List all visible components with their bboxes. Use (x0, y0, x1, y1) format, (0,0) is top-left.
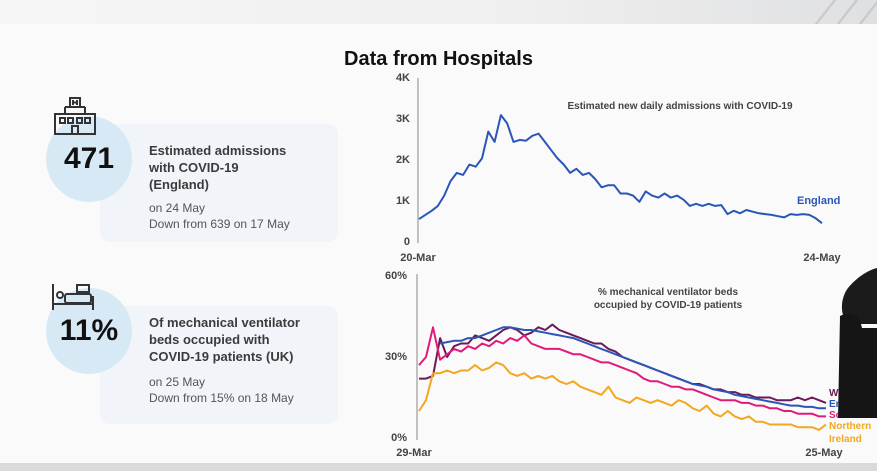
stat-desc-line: (England) (149, 177, 209, 192)
chart-title-line: % mechanical ventilator beds (598, 287, 738, 298)
stat-desc-line: with COVID-19 (149, 160, 239, 175)
stat-desc-line: Estimated admissions (149, 143, 287, 158)
series-line-england (418, 114, 823, 224)
y-tick-label: 60% (385, 270, 407, 282)
stat-desc-line: Of mechanical ventilator (149, 315, 300, 330)
series-line-northern-ireland (418, 361, 827, 431)
slide-title: Data from Hospitals (344, 48, 533, 70)
chart-title: Estimated new daily admissions with COVI… (567, 101, 792, 112)
y-tick-label: 0% (391, 432, 407, 444)
series-label-northern-ireland: Northern (829, 421, 871, 432)
stat-sub-line: Down from 15% on 18 May (149, 391, 294, 405)
y-tick-label: 0 (404, 236, 410, 248)
x-tick-label: 29-Mar (396, 447, 432, 459)
stat-value-ventilator: 11% (59, 314, 119, 347)
slide-header-band (0, 0, 877, 24)
stat-desc-line: COVID-19 patients (UK) (149, 349, 294, 364)
y-tick-label: 1K (396, 195, 410, 207)
stat-circle (46, 116, 132, 202)
x-tick-label: 24-May (803, 252, 841, 264)
y-tick-label: 4K (396, 72, 410, 84)
stat-desc-ventilator: Of mechanical ventilator beds occupied w… (149, 314, 329, 365)
series-line-scotland (418, 326, 826, 418)
chart-title-line: occupied by COVID-19 patients (594, 300, 743, 311)
x-tick-label: 25-May (805, 447, 843, 459)
presenter-silhouette (838, 268, 877, 418)
stat-desc-line: beds occupied with (149, 332, 270, 347)
stat-sub-line: on 25 May (149, 375, 206, 389)
footer-bar (0, 463, 877, 471)
stat-card-admissions (100, 124, 338, 242)
series-label-northern-ireland: Ireland (829, 434, 862, 445)
hospital-icon (54, 97, 96, 135)
stat-sub-line: on 24 May (149, 201, 206, 215)
x-tick-label: 20-Mar (400, 252, 436, 264)
hospital-bed-icon (52, 284, 94, 310)
y-tick-label: 2K (396, 154, 410, 166)
stat-sub-line: Down from 639 on 17 May (149, 217, 290, 231)
stat-card-ventilator (100, 306, 338, 424)
y-tick-label: 30% (385, 351, 407, 363)
stat-desc-admissions: Estimated admissions with COVID-19 (Engl… (149, 142, 329, 193)
stat-sub-admissions: on 24 May Down from 639 on 17 May (149, 200, 349, 232)
series-label-england: England (797, 195, 840, 207)
stat-value-admissions: 471 (63, 142, 115, 175)
series-line-england (439, 326, 826, 410)
y-tick-label: 3K (396, 113, 410, 125)
stat-sub-ventilator: on 25 May Down from 15% on 18 May (149, 374, 349, 406)
